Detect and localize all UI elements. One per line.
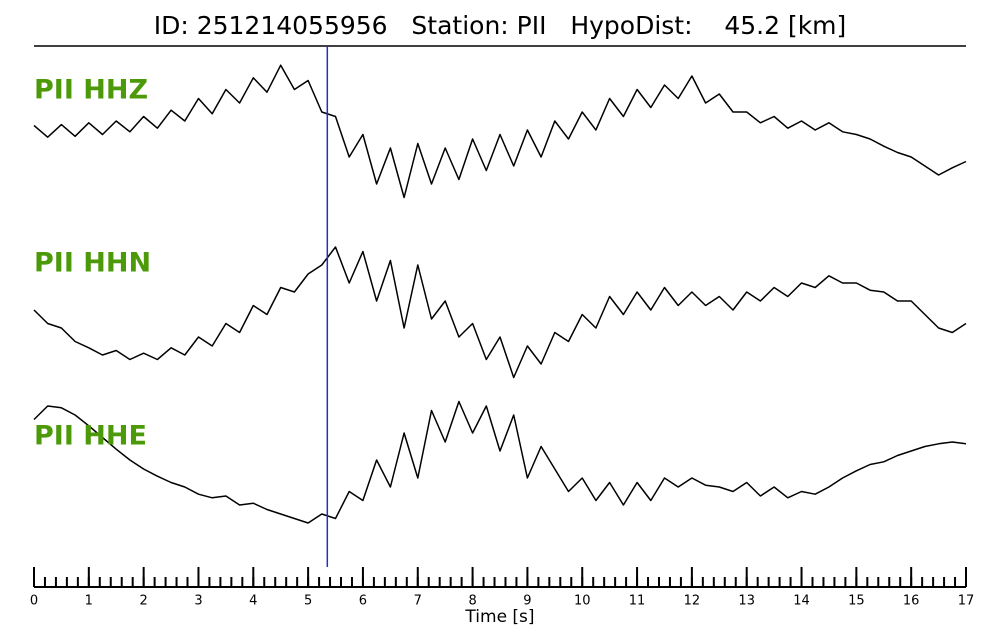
x-tick-label: 11 <box>629 594 646 609</box>
x-tick-label: 4 <box>249 594 257 609</box>
x-tick-label: 14 <box>793 594 810 609</box>
trace-label: PII HHN <box>34 248 151 279</box>
x-tick-label: 16 <box>903 594 920 609</box>
x-tick-label: 8 <box>468 594 476 609</box>
trace <box>33 400 967 524</box>
trace <box>33 246 967 379</box>
x-tick-label: 5 <box>304 594 312 609</box>
x-tick-label: 6 <box>359 594 367 609</box>
chart-title: ID: 251214055956 Station: PII HypoDist: … <box>154 11 847 40</box>
x-axis-label: Time [s] <box>464 607 534 627</box>
x-tick-label: 2 <box>140 594 148 609</box>
x-tick-label: 0 <box>30 594 38 609</box>
x-tick-label: 7 <box>414 594 422 609</box>
x-tick-label: 1 <box>85 594 93 609</box>
trace-label: PII HHZ <box>34 75 148 106</box>
trace <box>33 64 967 199</box>
trace-label: PII HHE <box>34 421 147 452</box>
x-tick-label: 10 <box>574 594 591 609</box>
x-tick-label: 13 <box>738 594 755 609</box>
x-tick-label: 9 <box>523 594 531 609</box>
x-tick-label: 12 <box>684 594 701 609</box>
x-tick-label: 15 <box>848 594 865 609</box>
x-tick-label: 17 <box>958 594 975 609</box>
x-tick-label: 3 <box>194 594 202 609</box>
